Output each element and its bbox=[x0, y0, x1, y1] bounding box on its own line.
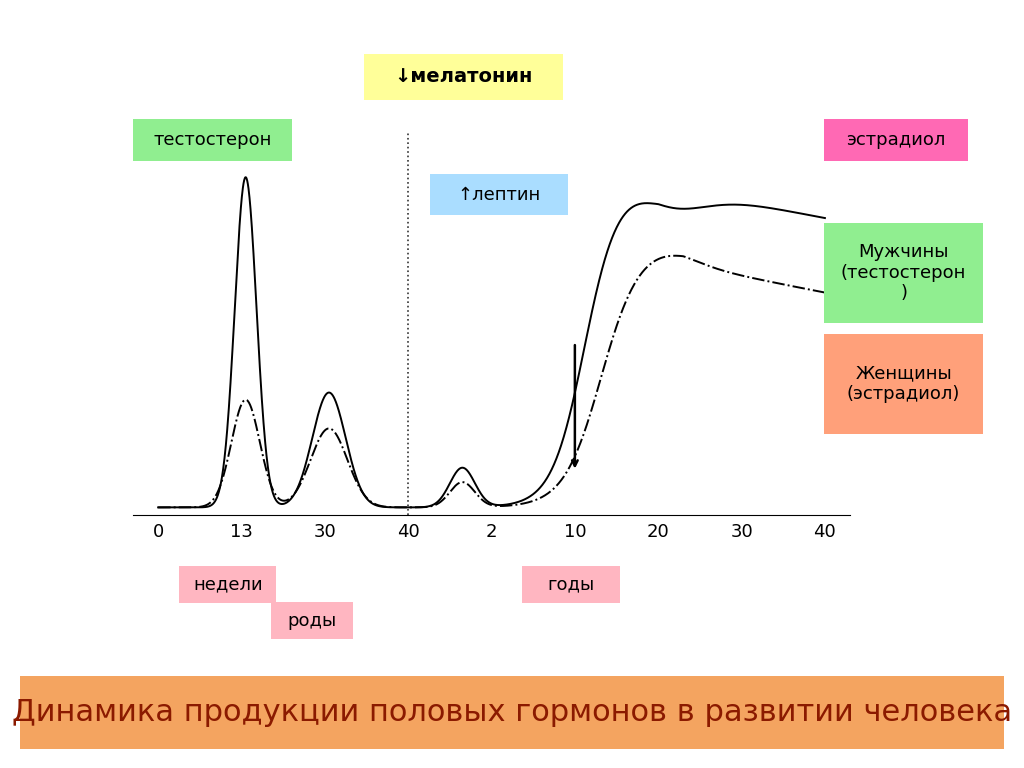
Text: тестостерон: тестостерон bbox=[154, 131, 271, 149]
Text: годы: годы bbox=[547, 575, 595, 594]
Text: эстрадиол: эстрадиол bbox=[846, 131, 946, 149]
Text: роды: роды bbox=[288, 611, 337, 630]
Text: Динамика продукции половых гормонов в развитии человека: Динамика продукции половых гормонов в ра… bbox=[12, 698, 1012, 727]
Text: ↓мелатонин: ↓мелатонин bbox=[394, 68, 532, 86]
Text: недели: недели bbox=[194, 575, 262, 594]
Text: Женщины
(эстрадиол): Женщины (эстрадиол) bbox=[847, 365, 961, 403]
Text: ↑лептин: ↑лептин bbox=[458, 186, 541, 204]
Text: Мужчины
(тестостерон
): Мужчины (тестостерон ) bbox=[841, 243, 967, 303]
